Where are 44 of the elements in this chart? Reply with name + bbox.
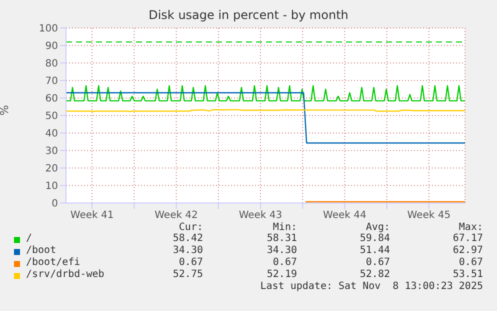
y-tick-label: 20 — [45, 164, 58, 175]
text: 52.19 — [266, 269, 297, 280]
line-series — [66, 85, 465, 102]
legend-label: /srv/drbd-web — [26, 269, 104, 280]
y-tick-label: 90 — [45, 41, 58, 52]
text: Cur: — [178, 222, 203, 233]
y-tick-label: 0 — [52, 198, 58, 210]
text: 52.75 — [172, 269, 203, 280]
x-tick-label: Week 43 — [238, 210, 282, 222]
text: 0.67 — [272, 257, 297, 268]
y-tick-label: 80 — [45, 58, 58, 70]
y-tick-label: 100 — [38, 24, 58, 35]
y-tick-label: 10 — [45, 181, 58, 192]
x-tick-label: Week 44 — [323, 210, 366, 222]
y-tick-label: 50 — [45, 111, 58, 122]
text: 59.84 — [360, 233, 390, 244]
text: 52.82 — [360, 269, 390, 280]
y-tick-label: 60 — [45, 94, 58, 105]
chart-title: Disk usage in percent - by month — [148, 8, 350, 22]
x-tick-label: Week 42 — [154, 210, 198, 222]
text: Last update: Sat Nov 8 13:00:23 2025 — [260, 281, 483, 292]
y-tick-label: 40 — [45, 128, 58, 140]
text: Avg: — [366, 222, 390, 233]
text: 0.67 — [178, 257, 203, 268]
text: 0.67 — [366, 257, 390, 268]
text: 62.97 — [452, 245, 483, 256]
text: 51.44 — [360, 245, 390, 256]
text: 34.30 — [266, 245, 297, 256]
text: 34.30 — [172, 245, 203, 256]
text: 53.51 — [452, 269, 483, 280]
text: 0.67 — [458, 257, 483, 268]
legend-label: /boot — [26, 245, 56, 256]
y-tick-label: 30 — [45, 146, 58, 158]
x-tick-label: Week 41 — [70, 210, 114, 222]
text: 58.42 — [172, 233, 203, 244]
text: Min: — [272, 222, 297, 233]
y-axis-title: % — [0, 105, 11, 116]
text: 67.17 — [452, 233, 483, 244]
legend-label: / — [26, 233, 32, 244]
x-tick-label: Week 45 — [407, 210, 451, 222]
legend-label: /boot/efi — [26, 257, 80, 268]
y-tick-label: 70 — [45, 76, 58, 88]
text: Max: — [458, 222, 483, 233]
text: 58.31 — [266, 233, 297, 244]
